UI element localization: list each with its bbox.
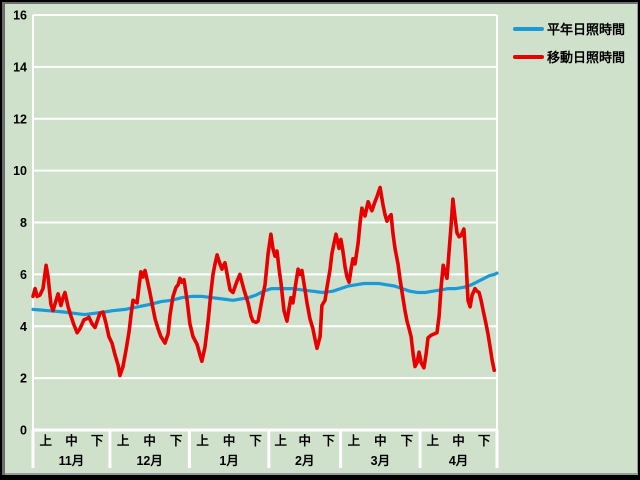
x-period-label: 中: [223, 433, 236, 448]
legend-label-moving-sunshine: 移動日照時間: [547, 50, 626, 65]
x-month-label: 3月: [371, 454, 390, 468]
x-month-label: 2月: [295, 454, 314, 468]
y-tick-label: 14: [13, 60, 27, 74]
x-period-label: 上: [40, 433, 53, 448]
y-tick-label: 0: [20, 424, 27, 438]
x-period-label: 下: [170, 434, 183, 448]
x-period-label: 中: [374, 433, 387, 448]
x-period-label: 中: [298, 433, 311, 448]
series-line-moving-sunshine: [31, 185, 497, 378]
sunshine-chart: 0246810121416上中下11月上中下12月上中下1月上中下2月上中下3月…: [13, 9, 499, 468]
y-tick-label: 2: [20, 372, 27, 386]
x-period-label: 下: [478, 434, 491, 448]
x-period-label: 下: [91, 434, 104, 448]
y-tick-label: 10: [13, 164, 27, 178]
x-period-label: 下: [322, 434, 335, 448]
x-month-label: 11月: [59, 454, 85, 468]
legend-line-swatch-red: [513, 54, 544, 59]
y-tick-label: 12: [13, 112, 27, 126]
y-tick-label: 8: [20, 216, 27, 230]
x-period-label: 下: [401, 434, 414, 448]
x-period-label: 上: [196, 433, 209, 448]
x-month-label: 4月: [449, 454, 468, 468]
y-tick-label: 4: [20, 320, 27, 334]
y-tick-label: 16: [13, 9, 27, 23]
y-tick-label: 6: [20, 268, 27, 282]
x-period-label: 下: [249, 434, 262, 448]
series-line-normal-sunshine: [31, 271, 499, 317]
x-month-label: 12月: [136, 454, 162, 468]
legend: 平年日照時間 移動日照時間: [513, 19, 625, 66]
x-period-label: 中: [452, 433, 465, 448]
x-period-label: 上: [427, 433, 440, 448]
x-month-label: 1月: [219, 454, 238, 468]
x-period-label: 中: [65, 433, 78, 448]
x-period-label: 中: [143, 433, 156, 448]
x-period-label: 上: [117, 433, 130, 448]
x-period-label: 上: [275, 433, 288, 448]
legend-item-moving-sunshine: 移動日照時間: [513, 47, 625, 66]
legend-label-normal-sunshine: 平年日照時間: [547, 22, 626, 37]
legend-line-swatch-blue: [513, 26, 544, 31]
x-period-label: 上: [348, 433, 361, 448]
legend-item-normal-sunshine: 平年日照時間: [513, 19, 625, 38]
